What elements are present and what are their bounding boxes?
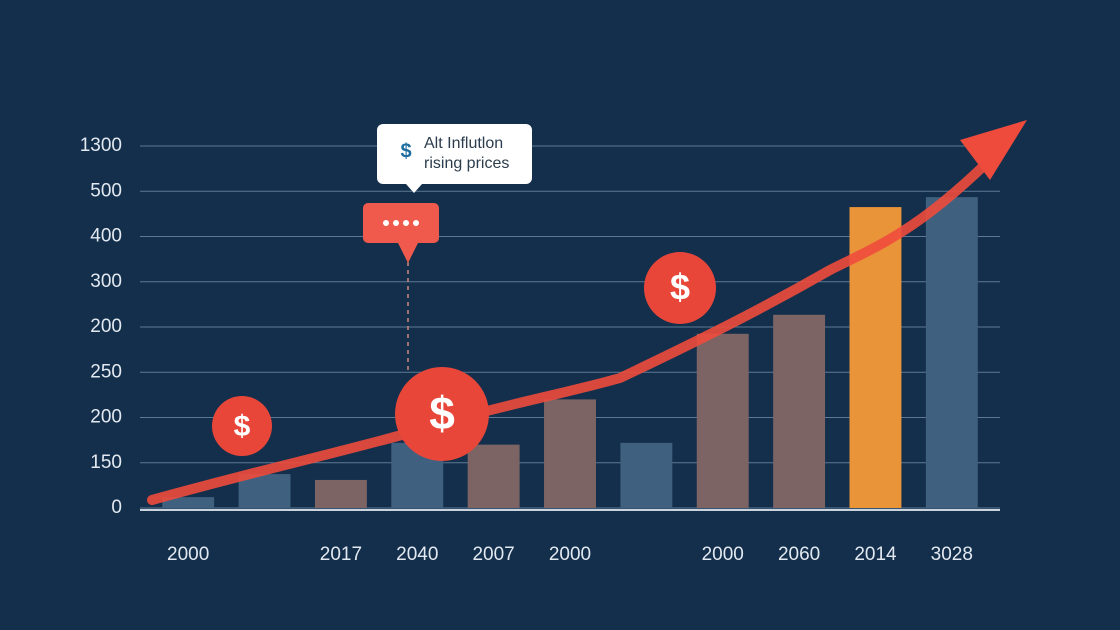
annotation-icon: $ <box>400 140 411 162</box>
y-tick-label: 0 <box>111 497 122 518</box>
annotation-box <box>377 124 532 184</box>
x-tick-label: 2000 <box>702 544 744 565</box>
dollar-icon: $ <box>429 387 455 439</box>
annotation-line: Alt Influtlon <box>424 135 503 152</box>
x-tick-label: 2000 <box>549 544 591 565</box>
y-tick-label: 1300 <box>80 135 122 156</box>
speech-bubble-tail <box>398 243 418 263</box>
bar <box>925 197 978 508</box>
dollar-badge <box>212 396 272 456</box>
annotation-line: rising prices <box>424 155 509 172</box>
bar <box>696 333 749 508</box>
x-tick-label: 2014 <box>854 544 897 565</box>
bar <box>314 479 367 508</box>
arrow-head <box>960 120 1027 180</box>
speech-bubble <box>363 203 439 243</box>
dollar-badge <box>395 367 489 461</box>
trend-arrow <box>147 145 1005 505</box>
x-tick-label: 2007 <box>472 544 514 565</box>
y-tick-label: 250 <box>90 361 122 382</box>
y-tick-label: 500 <box>90 180 122 201</box>
bar <box>162 497 215 508</box>
y-tick-label: 150 <box>90 452 122 473</box>
dollar-badge <box>644 252 716 324</box>
x-tick-label: 2000 <box>167 544 209 565</box>
x-tick-label: 3028 <box>931 544 973 565</box>
annotation-tail <box>406 184 422 193</box>
x-tick-label: 2060 <box>778 544 820 565</box>
y-tick-label: 200 <box>90 407 122 428</box>
bar <box>773 314 826 508</box>
y-tick-label: 400 <box>90 226 122 247</box>
x-tick-label: 2040 <box>396 544 438 565</box>
bar <box>467 444 520 508</box>
bubble-dots <box>383 220 419 226</box>
bar <box>544 399 596 508</box>
y-tick-label: 300 <box>90 271 122 292</box>
y-tick-label: 200 <box>90 316 122 337</box>
bar <box>620 442 673 508</box>
dollar-icon: $ <box>670 267 690 308</box>
x-tick-label: 2017 <box>320 544 362 565</box>
dollar-icon: $ <box>234 410 251 443</box>
